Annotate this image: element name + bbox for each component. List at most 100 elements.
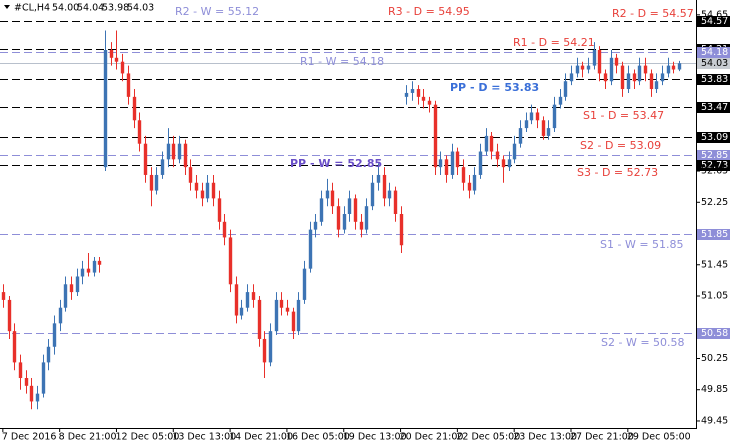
candle-body [18, 362, 23, 379]
candle-body [614, 57, 619, 66]
candle-body [387, 190, 392, 199]
candle-body [529, 112, 534, 121]
x-tick-label: 13 Dec 13:00 [172, 432, 236, 443]
candle-body [188, 167, 193, 183]
candle-body [29, 385, 34, 402]
candle-body [109, 49, 114, 58]
candle-body [7, 299, 12, 332]
candle-body [393, 190, 398, 214]
level-label: R1 - W = 54.18 [300, 55, 384, 68]
candle-body [211, 182, 216, 199]
candle-body [103, 49, 108, 168]
y-tick-label: 54.65 [701, 9, 728, 20]
candle-body [200, 190, 205, 199]
candle-body [632, 73, 637, 82]
x-tick-label: 8 Dec 21:00 [59, 432, 117, 443]
candle-body [143, 143, 148, 175]
y-tick-label: 49.85 [701, 384, 728, 395]
level-price-box [697, 132, 730, 143]
candle-body [546, 128, 551, 136]
quote-value: 54.03 [127, 3, 154, 14]
x-tick-label: 20 Dec 21:00 [400, 432, 464, 443]
candle-body [308, 229, 313, 269]
candle-body [154, 174, 159, 191]
level-label: R3 - D = 54.95 [388, 5, 470, 18]
candle-body [569, 73, 574, 82]
x-tick-label: 29 Dec 05:00 [627, 432, 691, 443]
candle-body [166, 143, 171, 160]
candle-body [512, 143, 517, 160]
candle-body [518, 128, 523, 144]
candle-body [120, 61, 125, 74]
candle-body [291, 311, 296, 332]
labels: R2 - W = 55.12 R3 - D = 54.95 54.57 R2 - D … [175, 5, 730, 349]
candle-body [444, 159, 449, 175]
candle-body [563, 81, 568, 97]
level-price-label: 52.85 [701, 150, 728, 161]
candle-body [46, 346, 51, 363]
quote-value: 54.00 [52, 3, 79, 14]
candle-body [92, 260, 97, 273]
level-price-box [697, 229, 730, 240]
candle-body [450, 151, 455, 175]
candle-body [433, 104, 438, 168]
y-tick-label: 50.25 [701, 353, 728, 364]
candle-body [558, 96, 563, 105]
candle-body [285, 307, 290, 312]
level-price-box [697, 16, 730, 27]
candle-body [359, 221, 364, 230]
level-price-label: 53.83 [701, 74, 728, 85]
candle-body [325, 190, 330, 199]
candle-body [279, 299, 284, 308]
candle-body [114, 57, 119, 62]
levels [0, 21, 696, 334]
candle-body [382, 174, 387, 199]
candle-body [126, 73, 131, 97]
candle-body [12, 331, 17, 363]
candle-body [376, 174, 381, 183]
header-icon [4, 5, 10, 9]
level-price-label: 52.73 [701, 160, 728, 171]
candle-body [160, 159, 165, 175]
candle-body [438, 159, 443, 168]
candle-body [302, 268, 307, 300]
candle-body [580, 65, 585, 70]
y-tick-label: 52.25 [701, 197, 728, 208]
candle-body [52, 323, 57, 347]
x-tick-label: 14 Dec 21:00 [229, 432, 293, 443]
level-price-box [697, 102, 730, 113]
candle-body [35, 393, 40, 402]
level-price-label: 54.57 [701, 16, 728, 27]
candle-body [399, 214, 404, 246]
candle-body [245, 292, 250, 308]
candle-body [597, 49, 602, 74]
symbol: #CL,H4 [14, 3, 50, 14]
candle-body [24, 378, 29, 386]
candle-body [177, 143, 182, 160]
candle-body [484, 135, 489, 152]
candle-body [228, 237, 233, 285]
candle-body [222, 221, 227, 238]
x-tick-label: 27 Dec 21:00 [570, 432, 634, 443]
candle-body [472, 174, 477, 191]
candle-body [660, 73, 665, 82]
candle-body [495, 151, 500, 160]
candle-body [489, 135, 494, 152]
candle-body [637, 65, 642, 82]
level-label: PP - W = 52.85 [290, 157, 382, 170]
level-price-box [697, 47, 730, 58]
level-price-box [697, 160, 730, 171]
candle-body [666, 65, 671, 74]
candle-body [535, 112, 540, 121]
candle-body [364, 206, 369, 230]
candle-body [671, 65, 676, 70]
candle-body [603, 73, 608, 82]
current-price-label: 54.03 [701, 58, 728, 69]
y-tick-label: 49.45 [701, 415, 728, 426]
level-label: R1 - D = 54.21 [513, 36, 595, 49]
candle-body [75, 276, 80, 293]
candle-body [501, 159, 506, 168]
candle-body [330, 190, 335, 207]
candle-body [313, 221, 318, 230]
candle-body [132, 96, 137, 121]
